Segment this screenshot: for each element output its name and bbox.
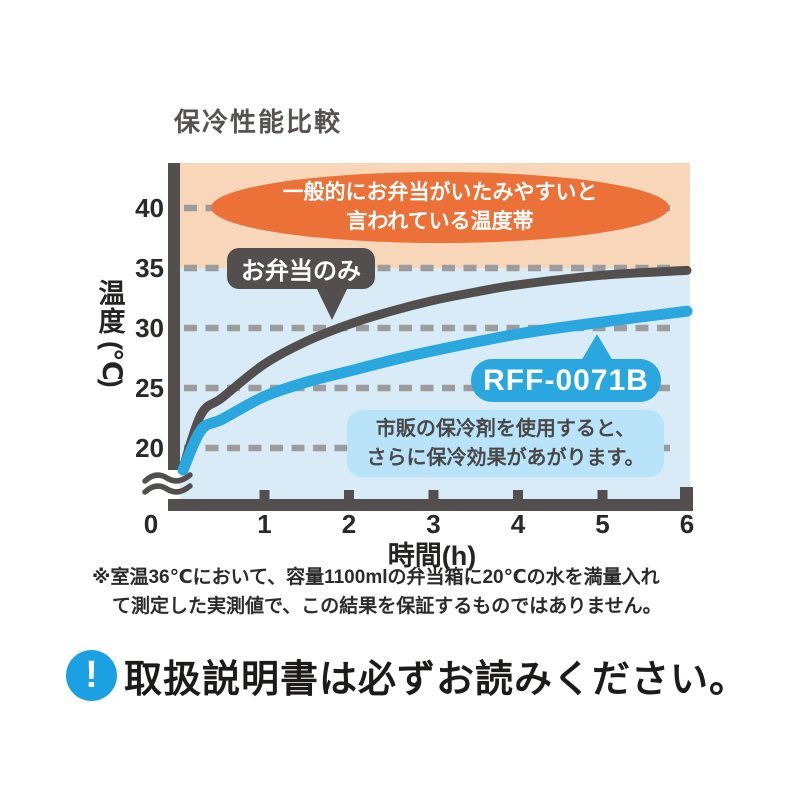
manual-warning: ! 取扱説明書は必ずお読みください。: [66, 648, 748, 703]
y-axis-unit: (℃): [97, 340, 128, 386]
chart-title: 保冷性能比較: [174, 107, 343, 137]
danger-zone-callout: 一般的にお弁当がいたみやすいと 言われている温度帯: [211, 172, 669, 243]
ice-pack-note: 市販の保冷剤を使用すると、 さらに保冷効果があがります。: [347, 410, 664, 477]
x-tick-label-2: 2: [342, 509, 356, 539]
ice-pack-note-line1: 市販の保冷剤を使用すると、: [375, 417, 636, 440]
x-tick-label-0: 0: [144, 509, 158, 539]
axis-break-wave: [142, 483, 193, 495]
x-tick-label-1: 1: [257, 509, 271, 539]
y-axis-bar: [168, 163, 180, 470]
curve-お弁当のみ: [178, 265, 692, 473]
badge-pointer-up: [581, 334, 613, 361]
footnote-line1: ※室温36℃において、容量1100mlの弁当箱に20℃の水を満量入れ: [92, 567, 660, 588]
axis-break-wave: [142, 472, 193, 484]
x-axis-bar: [168, 499, 693, 511]
x-axis-label: 時間(h): [387, 541, 477, 571]
x-tick-1: [259, 490, 270, 500]
y-tick-label-30: 30: [135, 313, 164, 343]
x-axis-end-tick: [680, 487, 693, 511]
y-tick-label-35: 35: [135, 253, 164, 283]
y-axis-label-char: 温: [98, 279, 126, 309]
danger-zone-text-line1: 一般的にお弁当がいたみやすいと: [282, 181, 598, 205]
x-tick-4: [513, 490, 523, 500]
ice-pack-note-line2: さらに保冷効果があがります。: [366, 446, 645, 469]
x-tick-label-4: 4: [511, 509, 526, 539]
exclamation-circle-icon: !: [66, 650, 117, 701]
x-tick-3: [428, 490, 439, 500]
y-tick-label-20: 20: [135, 433, 164, 463]
danger-zone-text-line2: 言われている温度帯: [346, 209, 534, 233]
footnote-line2: て測定した実測値で、この結果を保証するものではありません。: [112, 595, 662, 617]
y-axis-label: 温 度 (℃): [94, 279, 130, 386]
x-tick-label-5: 5: [595, 509, 609, 539]
measurement-footnote: ※室温36℃において、容量1100mlの弁当箱に20℃の水を満量入れ て測定した…: [92, 564, 662, 621]
x-tick-2: [344, 490, 354, 500]
curve-RFF-0071B: [177, 305, 693, 476]
y-tick-label-25: 25: [135, 373, 164, 403]
y-tick-label-40: 40: [135, 193, 164, 223]
manual-warning-text: 取扱説明書は必ずお読みください。: [124, 659, 749, 701]
series-badge-bento-only: お弁当のみ: [227, 248, 375, 289]
x-tick-label-3: 3: [426, 509, 440, 539]
y-axis-label-char: 度: [98, 307, 126, 338]
x-tick-label-6: 6: [680, 509, 694, 539]
badge-pointer-down: [315, 285, 349, 320]
series-badge-model: RFF-0071B: [471, 359, 661, 402]
x-tick-5: [597, 490, 608, 500]
